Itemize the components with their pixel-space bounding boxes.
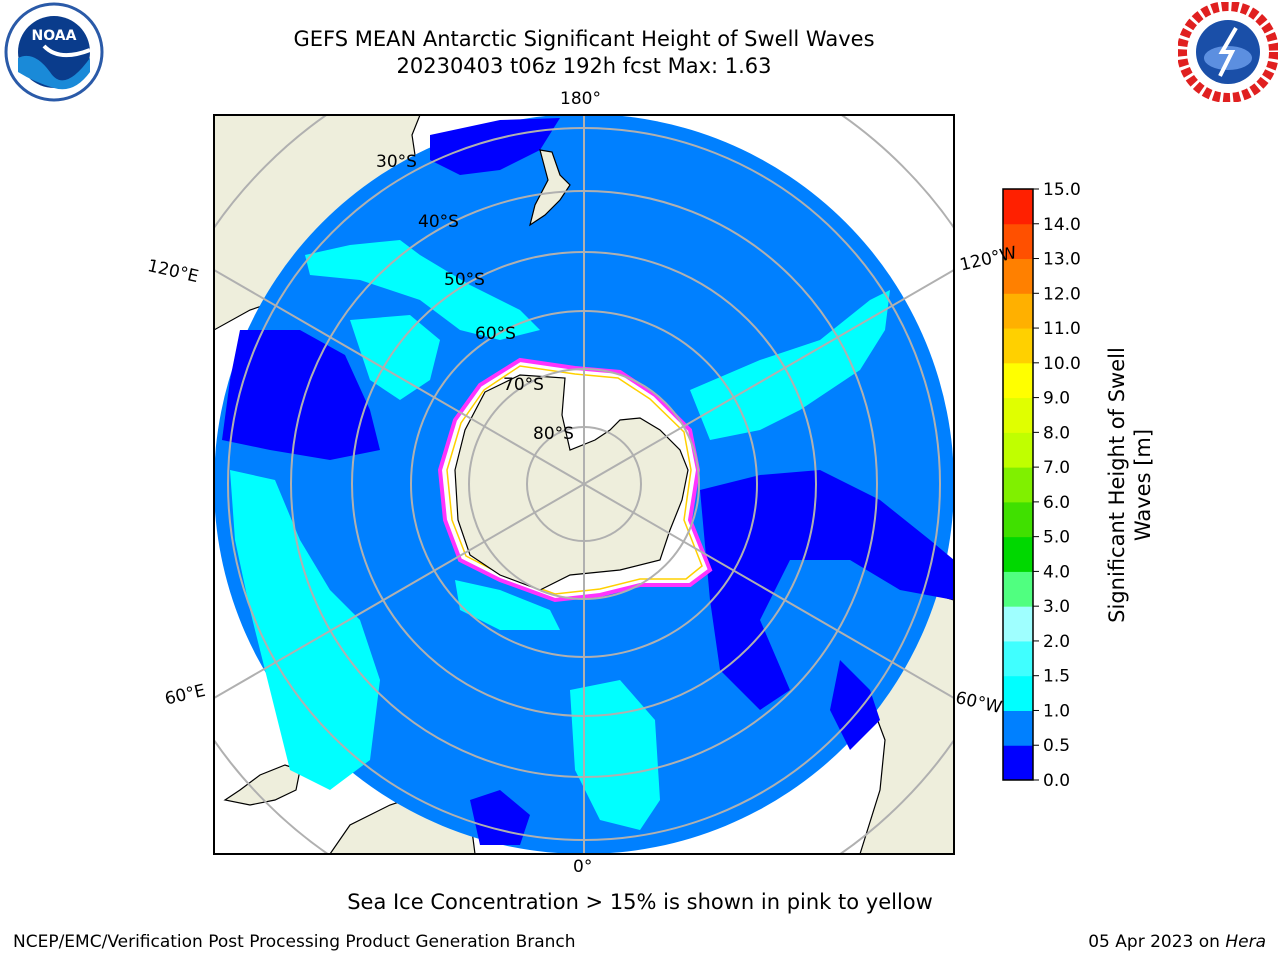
colorbar-segment — [1003, 501, 1033, 538]
lat-label-80s: 80°S — [533, 424, 574, 444]
colorbar-tick-label: 4.0 — [1043, 562, 1070, 582]
swell-low-west — [222, 330, 380, 460]
nws-logo — [1178, 2, 1278, 102]
colorbar-tick-label: 7.0 — [1043, 458, 1070, 478]
colorbar-label: Significant Height of Swell Waves [m] — [1105, 347, 1155, 623]
map-frame — [213, 114, 955, 855]
swell-high-south — [570, 680, 660, 830]
colorbar-tick-label: 12.0 — [1043, 284, 1081, 304]
colorbar-tick-label: 14.0 — [1043, 215, 1081, 235]
colorbar-segment — [1003, 432, 1033, 468]
colorbar-segment — [1003, 710, 1033, 746]
swell-low-east — [700, 470, 954, 710]
colorbar-segment — [1003, 745, 1033, 781]
colorbar-tick-label: 2.0 — [1043, 632, 1070, 652]
colorbar-tick-label: 0.5 — [1043, 736, 1070, 756]
colorbar-tick-label: 9.0 — [1043, 389, 1070, 409]
colorbar-tick-label: 6.0 — [1043, 493, 1070, 513]
svg-text:NOAA: NOAA — [32, 28, 77, 44]
run-date: 05 Apr 2023 on Hera — [1088, 932, 1266, 952]
lat-label-30s: 30°S — [376, 152, 417, 172]
lat-label-70s: 70°S — [503, 375, 544, 395]
colorbar-tick-label: 15.0 — [1043, 180, 1081, 200]
colorbar-segment — [1003, 536, 1033, 572]
swell-high-southeast-ice — [455, 580, 560, 630]
run-host: Hera — [1225, 932, 1266, 952]
colorbar-tick-label: 3.0 — [1043, 597, 1070, 617]
colorbar-segment — [1003, 640, 1033, 677]
colorbar-segment — [1003, 397, 1033, 433]
swell-high-southwest — [230, 470, 380, 790]
colorbar: 0.0 0.5 1.0 1.5 2.0 3.0 4.0 5.0 6.0 7.0 8.0 9.0 10.0… — [1002, 180, 1081, 791]
colorbar-segment — [1003, 467, 1033, 503]
colorbar-segment — [1003, 571, 1033, 607]
colorbar-segment — [1003, 223, 1033, 260]
antarctica-land — [454, 374, 689, 591]
sea-ice-note: Sea Ice Concentration > 15% is shown in … — [347, 890, 933, 914]
title-line-2: 20230403 t06z 192h fcst Max: 1.63 — [396, 54, 772, 78]
colorbar-tick-label: 11.0 — [1043, 319, 1081, 339]
colorbar-frame — [1002, 188, 1034, 781]
antarctica-ice-edge-yellow — [446, 365, 703, 595]
swell-low-africa — [470, 790, 530, 845]
lat-label-40s: 40°S — [418, 212, 459, 232]
lat-label-60s: 60°S — [475, 324, 516, 344]
colorbar-tick-label: 8.0 — [1043, 423, 1070, 443]
lon-label-0: 0° — [573, 857, 593, 877]
title-line-1: GEFS MEAN Antarctic Significant Height o… — [293, 27, 875, 51]
colorbar-segment — [1003, 293, 1033, 329]
lon-label-180: 180° — [560, 89, 601, 109]
colorbar-tick-label: 1.5 — [1043, 667, 1070, 687]
colorbar-segment — [1003, 258, 1033, 294]
colorbar-tick-label: 10.0 — [1043, 354, 1081, 374]
colorbar-tick-label: 5.0 — [1043, 528, 1070, 548]
swell-high-north — [305, 240, 540, 340]
colorbar-tick-label: 0.0 — [1043, 771, 1070, 791]
colorbar-segment — [1003, 362, 1033, 399]
colorbar-segment — [1003, 606, 1033, 642]
new-zealand — [529, 149, 571, 227]
colorbar-segment — [1003, 675, 1033, 711]
colorbar-segment — [1003, 189, 1033, 225]
noaa-logo: NOAA — [4, 2, 104, 102]
colorbar-tick-label: 13.0 — [1043, 250, 1081, 270]
swell-high-centralnorth — [350, 315, 440, 400]
producer-credit: NCEP/EMC/Verification Post Processing Pr… — [13, 932, 576, 952]
colorbar-segment — [1003, 328, 1033, 364]
run-date-text: 05 Apr 2023 on — [1088, 932, 1226, 952]
graticule — [214, 115, 954, 854]
lat-label-50s: 50°S — [444, 270, 485, 290]
colorbar-tick-label: 1.0 — [1043, 701, 1070, 721]
